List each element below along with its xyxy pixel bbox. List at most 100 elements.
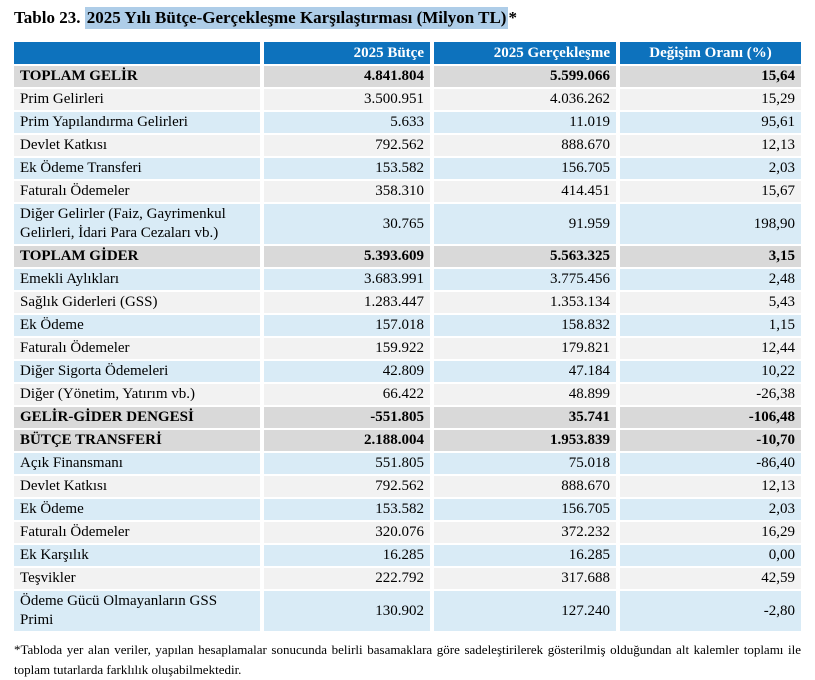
actual-value: 3.775.456 [432,268,620,292]
actual-value: 11.019 [432,111,620,135]
row-label: Faturalı Ödemeler [14,521,264,545]
actual-value: 47.184 [432,360,620,384]
actual-value: 179.821 [432,337,620,361]
budget-comparison-table: 2025 Bütçe 2025 Gerçekleşme Değişim Oran… [14,42,801,633]
row-label: Prim Yapılandırma Gelirleri [14,111,264,135]
row-label: Sağlık Giderleri (GSS) [14,291,264,315]
actual-value: 48.899 [432,383,620,407]
table-row: Ek Ödeme Transferi 153.582 156.705 2,03 [14,157,801,181]
change-value: 5,43 [618,291,801,315]
table-row: Diğer Gelirler (Faiz, Gayrimenkul Gelirl… [14,203,801,246]
actual-value: 16.285 [432,544,620,568]
table-row: Sağlık Giderleri (GSS) 1.283.447 1.353.134… [14,291,801,315]
table-header: 2025 Bütçe 2025 Gerçekleşme Değişim Oran… [14,42,801,66]
actual-value: 4.036.262 [432,88,620,112]
actual-value: 888.670 [432,475,620,499]
table-title-asterisk: * [508,8,517,27]
row-label: Ek Ödeme [14,314,264,338]
table-row: Ek Ödeme 153.582 156.705 2,03 [14,498,801,522]
budget-value: 66.422 [262,383,434,407]
budget-value: 153.582 [262,498,434,522]
table-row: Faturalı Ödemeler 358.310 414.451 15,67 [14,180,801,204]
row-label: Ek Ödeme Transferi [14,157,264,181]
row-label: Ek Karşılık [14,544,264,568]
row-label: GELİR-GİDER DENGESİ [14,406,264,430]
change-value: -106,48 [618,406,801,430]
table-header-row: 2025 Bütçe 2025 Gerçekleşme Değişim Oran… [14,42,801,66]
budget-value: 551.805 [262,452,434,476]
change-value: 1,15 [618,314,801,338]
row-label: Diğer (Yönetim, Yatırım vb.) [14,383,264,407]
budget-value: 2.188.004 [262,429,434,453]
table-row: Açık Finansmanı 551.805 75.018 -86,40 [14,452,801,476]
budget-value: 1.283.447 [262,291,434,315]
actual-value: 888.670 [432,134,620,158]
row-label: BÜTÇE TRANSFERİ [14,429,264,453]
budget-value: 42.809 [262,360,434,384]
table-row: Emekli Aylıkları 3.683.991 3.775.456 2,48 [14,268,801,292]
table-row: Ek Ödeme 157.018 158.832 1,15 [14,314,801,338]
actual-value: 156.705 [432,157,620,181]
row-label: Emekli Aylıkları [14,268,264,292]
change-value: 2,03 [618,157,801,181]
table-row: Diğer Sigorta Ödemeleri 42.809 47.184 10,22 [14,360,801,384]
table-title-highlight: 2025 Yılı Bütçe-Gerçekleşme Karşılaştırm… [84,7,509,29]
budget-value: 30.765 [262,203,434,246]
header-actual-2025: 2025 Gerçekleşme [432,42,620,66]
table-footnote: *Tabloda yer alan veriler, yapılan hesap… [14,642,801,677]
table-body: TOPLAM GELİR 4.841.804 5.599.066 15,64 Prim … [14,65,801,633]
row-label: Açık Finansmanı [14,452,264,476]
header-empty-cell [14,42,264,66]
actual-value: 414.451 [432,180,620,204]
table-row: Faturalı Ödemeler 159.922 179.821 12,44 [14,337,801,361]
budget-value: 320.076 [262,521,434,545]
row-label: TOPLAM GELİR [14,65,264,89]
change-value: 15,29 [618,88,801,112]
row-label: Teşvikler [14,567,264,591]
change-value: -10,70 [618,429,801,453]
actual-value: 372.232 [432,521,620,545]
change-value: -26,38 [618,383,801,407]
change-value: -86,40 [618,452,801,476]
budget-value: 153.582 [262,157,434,181]
actual-value: 91.959 [432,203,620,246]
budget-value: 792.562 [262,475,434,499]
change-value: 2,48 [618,268,801,292]
row-label: Diğer Sigorta Ödemeleri [14,360,264,384]
budget-value: 4.841.804 [262,65,434,89]
table-row: Prim Yapılandırma Gelirleri 5.633 11.019 95… [14,111,801,135]
change-value: 16,29 [618,521,801,545]
row-label: Devlet Katkısı [14,134,264,158]
change-value: 95,61 [618,111,801,135]
table-row: Prim Gelirleri 3.500.951 4.036.262 15,29 [14,88,801,112]
table-row: Ödeme Gücü Olmayanların GSS Primi 130.902… [14,590,801,633]
row-label: Prim Gelirleri [14,88,264,112]
table-row: Faturalı Ödemeler 320.076 372.232 16,29 [14,521,801,545]
actual-value: 5.563.325 [432,245,620,269]
budget-value: 3.500.951 [262,88,434,112]
change-value: 12,13 [618,475,801,499]
actual-value: 158.832 [432,314,620,338]
budget-value: 3.683.991 [262,268,434,292]
change-value: 2,03 [618,498,801,522]
actual-value: 75.018 [432,452,620,476]
change-value: 15,64 [618,65,801,89]
budget-value: 5.393.609 [262,245,434,269]
actual-value: 156.705 [432,498,620,522]
table-title-prefix: Tablo 23. [14,8,85,27]
table-row: TOPLAM GİDER 5.393.609 5.563.325 3,15 [14,245,801,269]
change-value: 42,59 [618,567,801,591]
row-label: Devlet Katkısı [14,475,264,499]
table-title: Tablo 23. 2025 Yılı Bütçe-Gerçekleşme Ka… [14,7,801,29]
actual-value: 1.353.134 [432,291,620,315]
table-row: BÜTÇE TRANSFERİ 2.188.004 1.953.839 -10,70 [14,429,801,453]
row-label: Ek Ödeme [14,498,264,522]
budget-value: 5.633 [262,111,434,135]
row-label: Faturalı Ödemeler [14,180,264,204]
budget-value: 222.792 [262,567,434,591]
actual-value: 317.688 [432,567,620,591]
header-budget-2025: 2025 Bütçe [262,42,434,66]
table-row: Ek Karşılık 16.285 16.285 0,00 [14,544,801,568]
budget-value: 159.922 [262,337,434,361]
actual-value: 127.240 [432,590,620,633]
